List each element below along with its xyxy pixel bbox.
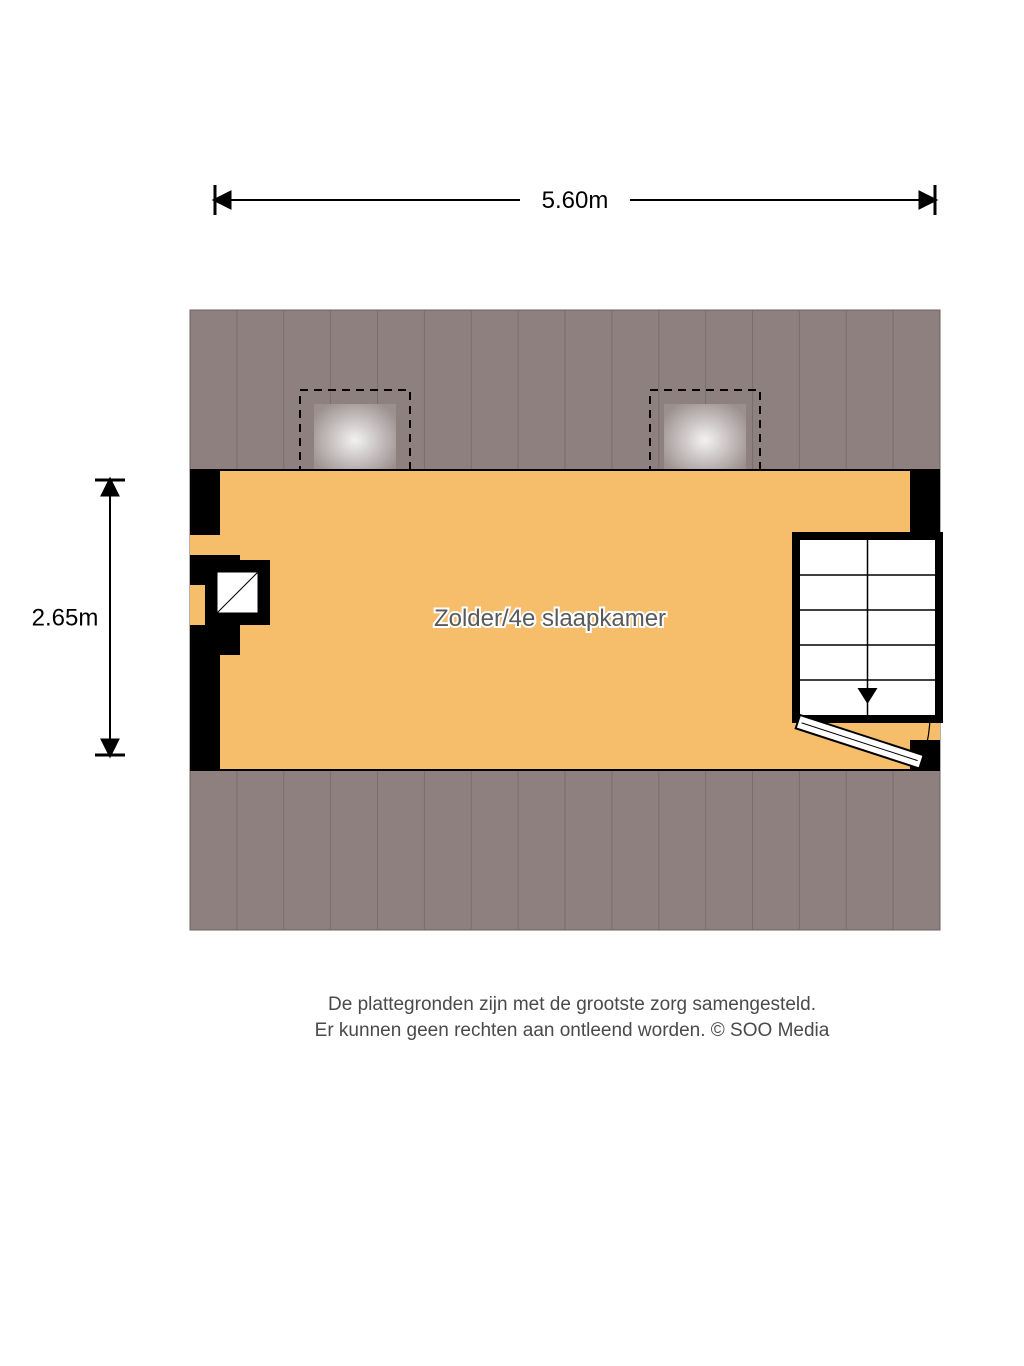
skylight-glow (664, 404, 746, 476)
skylight-glow (314, 404, 396, 476)
dim-left-label: 2.65m (32, 605, 99, 632)
wall-right_top (910, 470, 940, 540)
footer-line2: Er kunnen geen rechten aan ontleend word… (315, 1020, 830, 1041)
room-label: Zolder/4e slaapkamer (434, 605, 666, 632)
wall-left_top (190, 470, 220, 535)
dim-top-label: 5.60m (542, 187, 609, 214)
footer-line1: De plattegronden zijn met de grootste zo… (328, 994, 816, 1015)
floorplan-svg: 5.60m 2.65m Zolder/4e slaapkamer De platteg… (0, 0, 1024, 1366)
wall-left_bot (190, 655, 220, 770)
wall-left_mid_b (190, 625, 240, 655)
